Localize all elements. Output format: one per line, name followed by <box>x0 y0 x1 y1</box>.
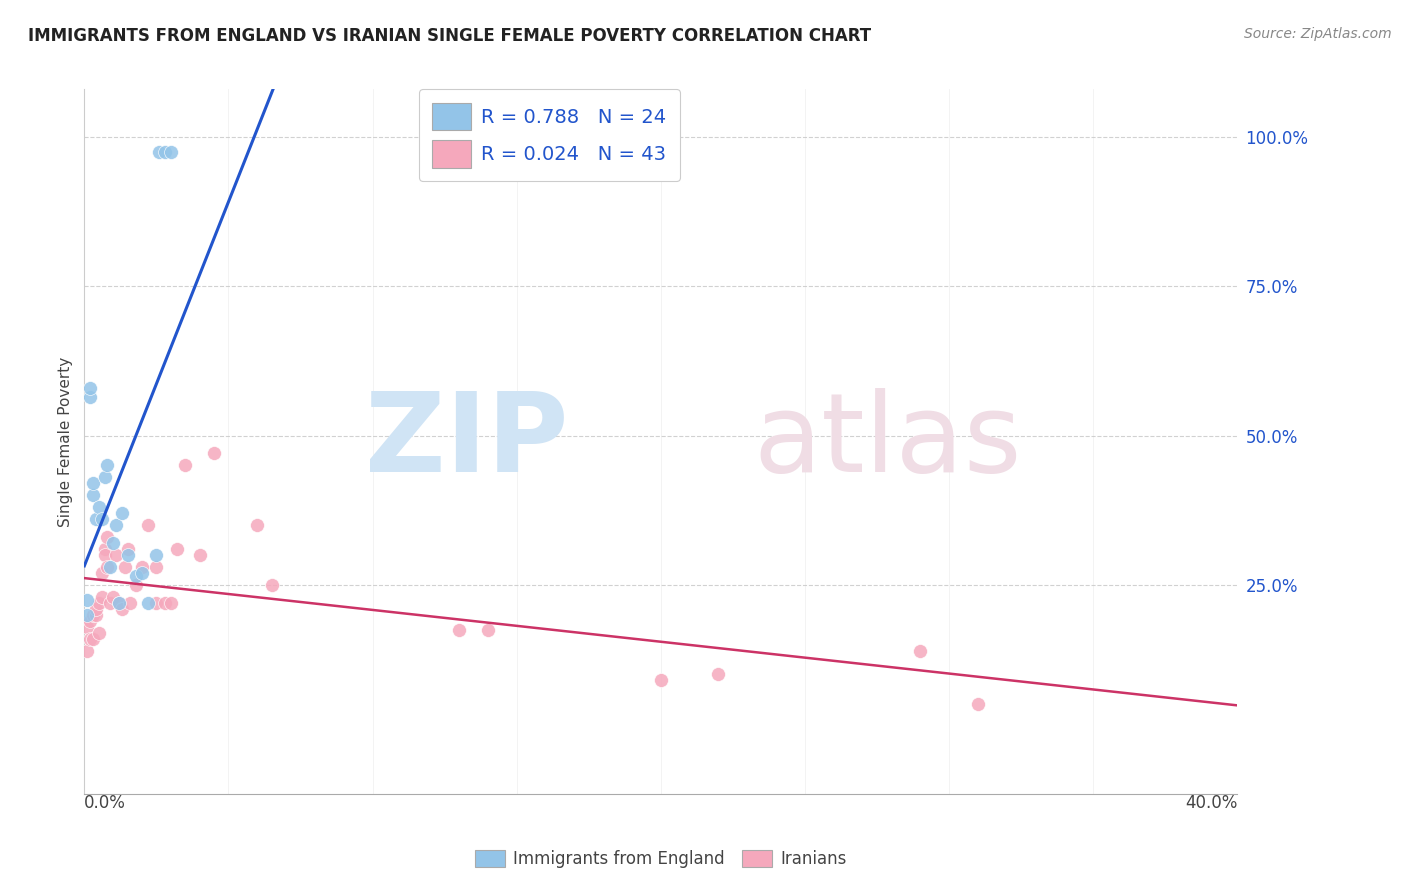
Point <box>98 560 121 574</box>
Point <box>76 592 98 607</box>
Point <box>145 560 167 574</box>
Point <box>153 596 176 610</box>
Point <box>93 542 115 557</box>
Point <box>166 542 188 557</box>
Point <box>188 548 211 562</box>
Point <box>108 596 131 610</box>
Text: IMMIGRANTS FROM ENGLAND VS IRANIAN SINGLE FEMALE POVERTY CORRELATION CHART: IMMIGRANTS FROM ENGLAND VS IRANIAN SINGL… <box>28 27 872 45</box>
Point <box>96 530 118 544</box>
Point <box>103 536 124 550</box>
Point <box>117 548 139 562</box>
Point <box>82 488 104 502</box>
Point <box>87 625 110 640</box>
Point <box>967 698 990 712</box>
Text: atlas: atlas <box>754 388 1022 495</box>
Point <box>145 548 167 562</box>
Text: 0.0%: 0.0% <box>84 794 127 812</box>
Point <box>160 145 183 159</box>
Point <box>131 560 153 574</box>
Point <box>910 643 932 657</box>
Point <box>120 596 142 610</box>
Point <box>76 620 98 634</box>
Point <box>117 542 139 557</box>
Text: ZIP: ZIP <box>366 388 568 495</box>
Point <box>105 518 128 533</box>
Point <box>103 590 124 604</box>
Point <box>84 607 107 622</box>
Point <box>90 590 112 604</box>
Point <box>260 578 283 592</box>
Point <box>93 470 115 484</box>
Point <box>136 518 159 533</box>
Point <box>111 506 134 520</box>
Point <box>125 578 148 592</box>
Point <box>148 145 170 159</box>
Point <box>82 607 104 622</box>
Text: Source: ZipAtlas.com: Source: ZipAtlas.com <box>1244 27 1392 41</box>
Point <box>136 596 159 610</box>
Point <box>96 458 118 473</box>
Point <box>96 560 118 574</box>
Point <box>82 632 104 646</box>
Point <box>87 500 110 515</box>
Point <box>125 569 148 583</box>
Point <box>477 623 499 637</box>
Point <box>108 596 131 610</box>
Point <box>160 596 183 610</box>
Point <box>90 566 112 580</box>
Point <box>449 623 471 637</box>
Point <box>650 673 672 688</box>
Legend: Immigrants from England, Iranians: Immigrants from England, Iranians <box>468 843 853 875</box>
Legend: R = 0.788   N = 24, R = 0.024   N = 43: R = 0.788 N = 24, R = 0.024 N = 43 <box>419 89 679 181</box>
Point <box>145 596 167 610</box>
Point <box>202 446 225 460</box>
Point <box>87 596 110 610</box>
Point <box>93 548 115 562</box>
Point <box>153 145 176 159</box>
Point <box>114 560 136 574</box>
Point <box>84 601 107 615</box>
Point <box>98 596 121 610</box>
Point <box>76 607 98 622</box>
Point <box>90 512 112 526</box>
Point <box>105 548 128 562</box>
Point <box>174 458 197 473</box>
Y-axis label: Single Female Poverty: Single Female Poverty <box>58 357 73 526</box>
Point <box>111 601 134 615</box>
Point <box>707 667 730 681</box>
Point <box>79 614 101 628</box>
Point <box>79 632 101 646</box>
Point <box>82 476 104 491</box>
Point <box>84 512 107 526</box>
Point <box>131 566 153 580</box>
Text: 40.0%: 40.0% <box>1185 794 1237 812</box>
Point <box>246 518 269 533</box>
Point <box>79 381 101 395</box>
Point <box>79 390 101 404</box>
Point <box>76 643 98 657</box>
